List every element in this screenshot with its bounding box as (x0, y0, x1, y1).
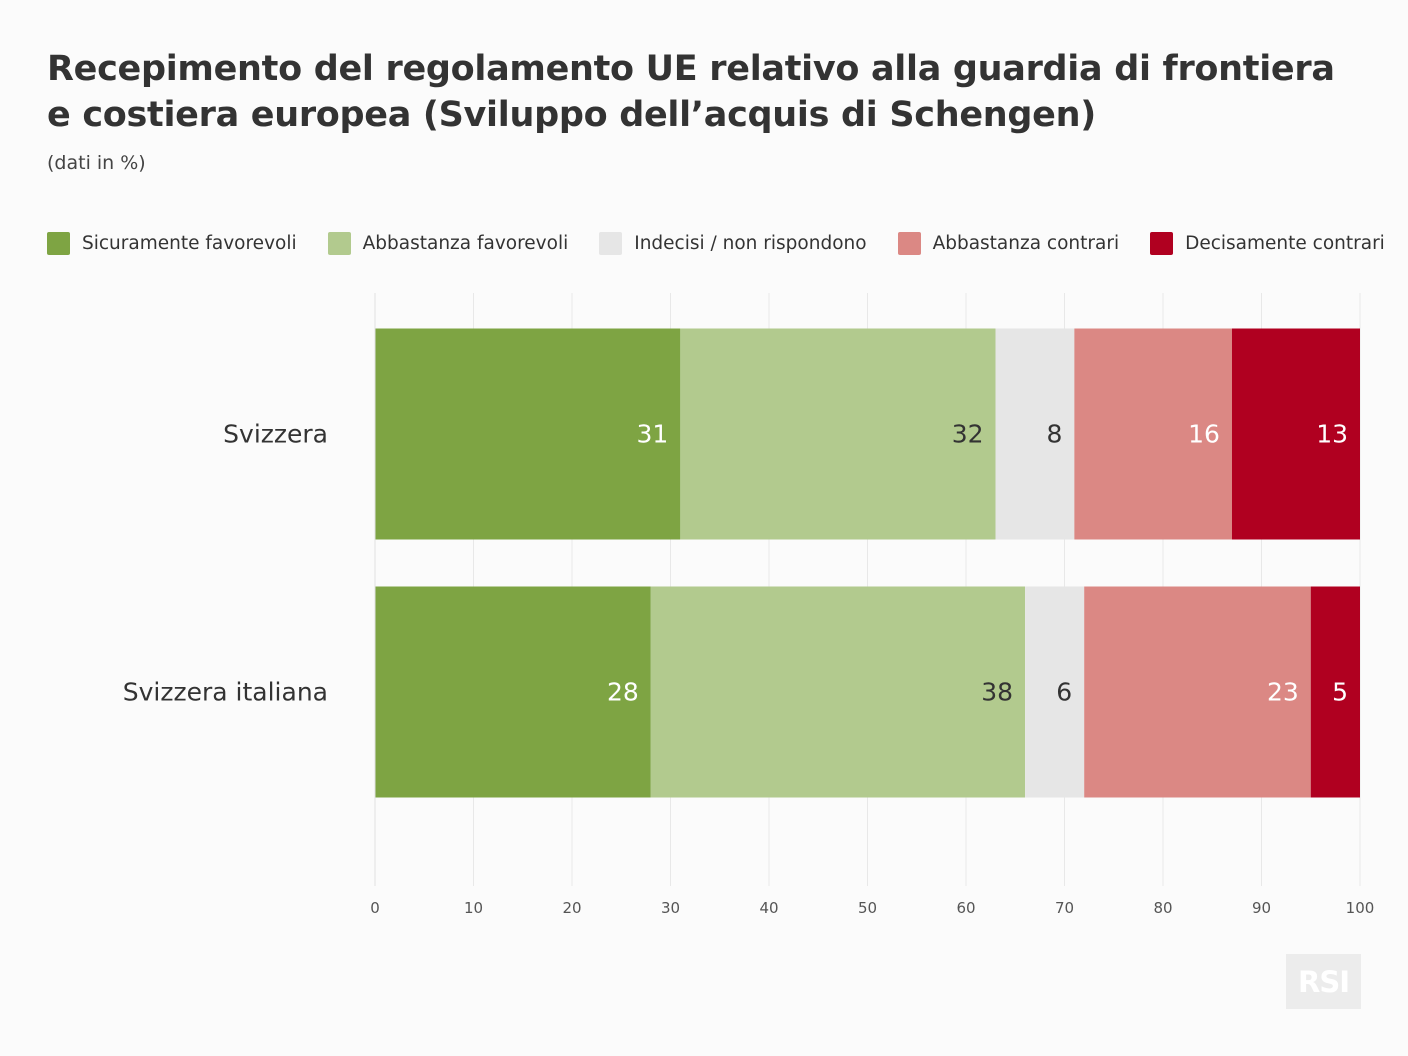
legend-swatch (1150, 232, 1174, 255)
data-label: 38 (981, 678, 1013, 707)
data-label: 23 (1267, 678, 1299, 707)
x-tick-label: 20 (562, 899, 581, 917)
legend-swatch (327, 232, 351, 255)
data-label: 32 (952, 420, 984, 449)
chart-title-line-1: Recepimento del regolamento UE relativo … (47, 49, 1335, 89)
chart-title-line-2: e costiera europea (Sviluppo dell’acquis… (47, 95, 1096, 135)
legend-item-indecisi: Indecisi / non rispondono (599, 232, 867, 255)
bar-indecisi-non-rispondono (995, 328, 1075, 540)
x-tick-label: 0 (370, 899, 380, 917)
legend-label: Abbastanza contrari (932, 233, 1120, 254)
x-tick-label: 100 (1346, 899, 1375, 917)
rsi-logo: RSI (1286, 954, 1361, 1009)
data-label: 28 (607, 678, 639, 707)
category-label: Svizzera (223, 420, 328, 449)
bar-abbastanza-favorevoli (680, 328, 996, 540)
bar-abbastanza-favorevoli (650, 586, 1026, 798)
chart-subtitle: (dati in %) (47, 152, 146, 174)
bar-indecisi-non-rispondono (1025, 586, 1085, 798)
bar-decisamente-contrari (1231, 328, 1360, 540)
x-tick-label: 50 (858, 899, 877, 917)
x-tick-label: 90 (1252, 899, 1271, 917)
legend-label: Indecisi / non rispondono (634, 233, 867, 254)
chart-legend: Sicuramente favorevoli Abbastanza favore… (47, 232, 1408, 255)
x-tick-label: 30 (661, 899, 680, 917)
x-tick-label: 60 (956, 899, 975, 917)
bar-abbastanza-contrari (1084, 586, 1311, 798)
data-label: 6 (1056, 678, 1072, 707)
data-label: 8 (1046, 420, 1062, 449)
chart-title: Recepimento del regolamento UE relativo … (47, 46, 1347, 138)
legend-swatch (599, 232, 623, 255)
x-tick-label: 70 (1055, 899, 1074, 917)
data-label: 31 (637, 420, 669, 449)
bar-sicuramente-favorevoli (375, 586, 651, 798)
legend-swatch (897, 232, 921, 255)
x-tick-label: 10 (464, 899, 483, 917)
legend-swatch (47, 232, 70, 255)
legend-item-abbastanza-favorevoli: Abbastanza favorevoli (327, 232, 569, 255)
legend-item-decisamente-contrari: Decisamente contrari (1150, 232, 1385, 255)
legend-label: Decisamente contrari (1185, 233, 1385, 254)
legend-label: Abbastanza favorevoli (362, 233, 569, 254)
legend-label: Sicuramente favorevoli (82, 233, 297, 254)
bar-abbastanza-contrari (1074, 328, 1232, 540)
bar-sicuramente-favorevoli (375, 328, 681, 540)
legend-item-abbastanza-contrari: Abbastanza contrari (897, 232, 1120, 255)
data-label: 5 (1332, 678, 1348, 707)
data-label: 13 (1316, 420, 1348, 449)
bar-decisamente-contrari (1310, 586, 1360, 798)
x-tick-label: 80 (1153, 899, 1172, 917)
x-tick-label: 40 (759, 899, 778, 917)
legend-item-sicuramente-favorevoli: Sicuramente favorevoli (47, 232, 297, 255)
category-label: Svizzera italiana (123, 678, 328, 707)
data-label: 16 (1188, 420, 1220, 449)
